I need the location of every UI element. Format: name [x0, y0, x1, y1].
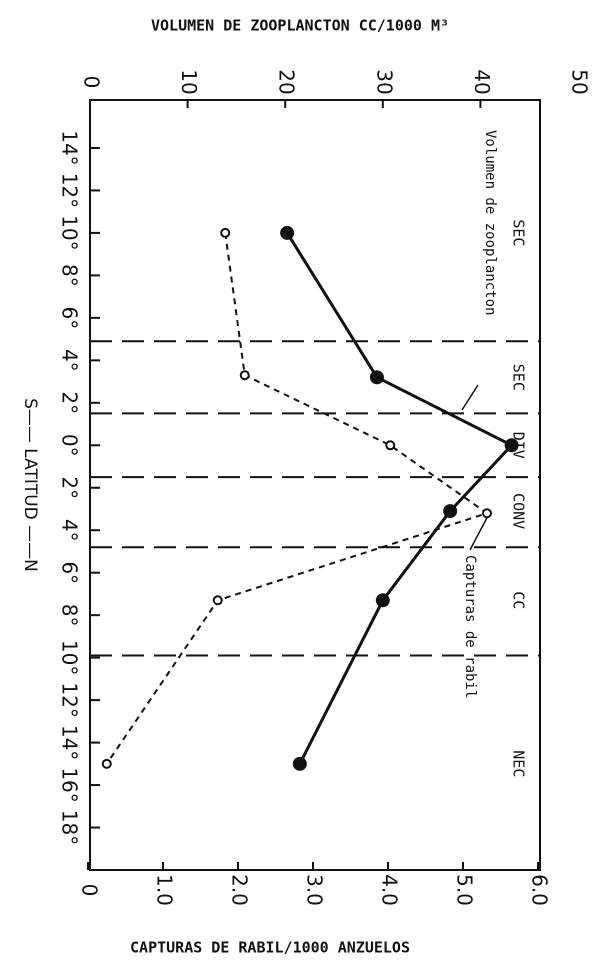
region-label: SEC	[510, 219, 528, 246]
data-point	[385, 440, 396, 451]
y-tick-label: 12°	[58, 682, 82, 717]
y-tick-label: 4°	[58, 349, 82, 372]
data-point	[280, 225, 295, 240]
region-label: CONV	[509, 493, 527, 529]
x-tick-label: 6.0	[528, 874, 552, 906]
y-tick-label: 4°	[58, 519, 82, 542]
y-tick-label: 12°	[58, 173, 82, 208]
annotation: Capturas de rabil	[462, 555, 478, 698]
region-label: NEC	[510, 750, 528, 777]
series-line	[285, 232, 515, 765]
bottom-axis-title: CAPTURAS DE RABIL/1000 ANZUELOS	[130, 939, 410, 957]
x2-tick-label: 10	[177, 69, 201, 94]
x-tick-label: 4.0	[378, 874, 402, 906]
y-tick-label: 18°	[58, 810, 82, 845]
annotation-arrow	[461, 384, 479, 411]
x2-tick-label: 20	[275, 69, 299, 94]
top-axis-title: VOLUMEN DE ZOOPLANCTON CC/1000 M³	[151, 17, 449, 35]
data-point	[239, 370, 250, 381]
x-tick-label: 0	[78, 884, 102, 897]
data-point	[443, 504, 458, 519]
y-tick-label: 16°	[58, 767, 82, 802]
y-tick-label: 6°	[58, 306, 82, 329]
x-tick-label: 2.0	[228, 874, 252, 906]
y-tick-label: 8°	[58, 604, 82, 627]
data-point	[292, 756, 307, 771]
x2-tick-label: 30	[372, 69, 396, 94]
annotation-arrow	[469, 511, 491, 551]
x2-tick-label: 50	[568, 69, 592, 94]
series-line	[105, 232, 490, 765]
data-point	[101, 758, 112, 769]
y-tick-label: 0°	[58, 434, 82, 457]
x-tick-label: 3.0	[303, 874, 327, 906]
data-point	[504, 438, 519, 453]
data-point	[212, 595, 223, 606]
x-tick-label: 1.0	[153, 874, 177, 906]
x2-tick-label: 40	[470, 69, 494, 94]
y-tick-label: 10°	[58, 215, 82, 250]
region-label: SEC	[510, 364, 528, 391]
x-tick-label: 5.0	[453, 874, 477, 906]
y-tick-label: 10°	[58, 640, 82, 675]
y-tick-label: 6°	[58, 561, 82, 584]
y-tick-label: 14°	[58, 725, 82, 760]
x2-tick-label: 0	[80, 76, 104, 89]
y-tick-label: 2°	[58, 391, 82, 414]
region-label: CC	[510, 591, 528, 609]
data-point	[375, 593, 390, 608]
annotation: Volumen de zooplancton	[482, 130, 498, 315]
plot-frame	[89, 99, 541, 871]
data-point	[369, 370, 384, 385]
y-tick-label: 8°	[58, 264, 82, 287]
data-point	[220, 227, 231, 238]
data-point	[482, 508, 492, 519]
y-tick-label: 2°	[58, 476, 82, 499]
latitude-title: S—— LATITUD ——N	[20, 398, 40, 572]
y-tick-label: 14°	[58, 130, 82, 165]
